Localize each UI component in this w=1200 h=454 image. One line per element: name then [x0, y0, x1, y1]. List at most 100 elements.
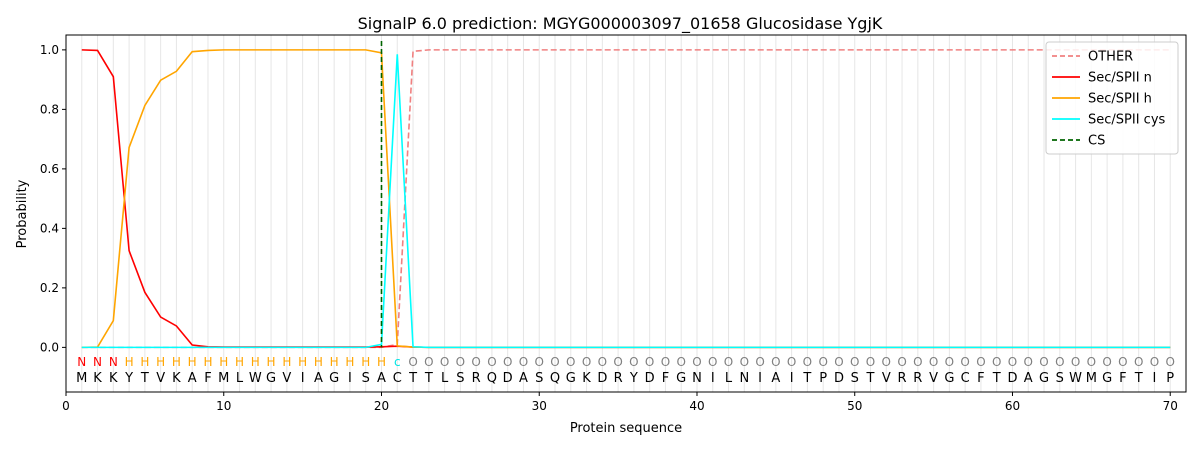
residue-label: I [348, 371, 352, 386]
region-label: N [109, 355, 118, 369]
region-label: H [298, 355, 307, 369]
residue-label: L [236, 371, 244, 386]
legend-label: Sec/SPII h [1088, 92, 1152, 107]
region-label: O [1134, 355, 1143, 369]
residue-label: G [566, 371, 576, 386]
x-tick-label: 70 [1163, 399, 1178, 413]
residue-label: G [1102, 371, 1112, 386]
region-label: O [708, 355, 717, 369]
region-label: O [629, 355, 638, 369]
region-label: O [645, 355, 654, 369]
residue-label: N [692, 371, 702, 386]
region-label: O [850, 355, 859, 369]
chart-title: SignalP 6.0 prediction: MGYG000003097_01… [358, 14, 883, 34]
region-label: O [1150, 355, 1159, 369]
legend-label: Sec/SPII cys [1088, 113, 1166, 128]
region-label: O [456, 355, 465, 369]
region-label: O [1165, 355, 1174, 369]
legend: OTHER Sec/SPII n Sec/SPII h Sec/SPII cys CS [1045, 41, 1179, 155]
residue-label: I [301, 371, 305, 386]
residue-label: P [819, 371, 827, 386]
region-label: O [613, 355, 622, 369]
x-tick-label: 10 [216, 399, 231, 413]
region-label: O [424, 355, 433, 369]
region-label: H [345, 355, 354, 369]
residue-label: S [535, 371, 543, 386]
x-tick-label: 60 [1005, 399, 1020, 413]
region-label: O [803, 355, 812, 369]
legend-label: OTHER [1088, 50, 1133, 65]
region-label: O [976, 355, 985, 369]
region-label: H [172, 355, 181, 369]
legend-label: CS [1088, 134, 1105, 149]
region-label: H [125, 355, 134, 369]
region-label: H [140, 355, 149, 369]
region-label: O [487, 355, 496, 369]
region-label: O [834, 355, 843, 369]
region-label: O [897, 355, 906, 369]
residue-label: F [1119, 371, 1126, 386]
x-tick-label: 50 [847, 399, 862, 413]
residue-label: D [597, 371, 607, 386]
residue-label: K [582, 371, 591, 386]
residue-label: W [249, 371, 262, 386]
region-label: H [267, 355, 276, 369]
region-label: O [740, 355, 749, 369]
x-tick-label: 0 [62, 399, 70, 413]
residue-label: G [1039, 371, 1049, 386]
residue-label: C [961, 371, 970, 386]
region-label: O [676, 355, 685, 369]
region-label: O [866, 355, 875, 369]
region-label: O [929, 355, 938, 369]
series-line [81, 49, 1171, 349]
region-label: O [960, 355, 969, 369]
residue-label: W [1069, 371, 1082, 386]
y-tick-label: 0.4 [40, 221, 59, 235]
residue-label: K [93, 371, 102, 386]
residue-label: A [377, 371, 386, 386]
residue-label: G [944, 371, 954, 386]
series-line [81, 49, 1171, 349]
residue-label: S [851, 371, 859, 386]
region-label: H [156, 355, 165, 369]
region-label: H [282, 355, 291, 369]
plot-frame [65, 34, 1187, 393]
residue-label: G [266, 371, 276, 386]
residue-label: I [790, 371, 794, 386]
region-label: O [471, 355, 480, 369]
region-label: O [787, 355, 796, 369]
x-tick-label: 30 [532, 399, 547, 413]
legend-label: Sec/SPII n [1088, 71, 1152, 86]
region-label: O [1055, 355, 1064, 369]
y-axis-label: Probability [15, 179, 30, 248]
residue-label: Y [124, 371, 133, 386]
region-label: N [93, 355, 102, 369]
residue-label: V [882, 371, 891, 386]
residue-label: M [76, 371, 87, 386]
residue-label: V [282, 371, 291, 386]
sequence-letters: NMNKNKHYHTHVHKHAHFHMHLHWHGHVHIHAHGHIHSHA… [76, 355, 1175, 386]
residue-label: F [977, 371, 984, 386]
region-label: O [818, 355, 827, 369]
region-label: O [503, 355, 512, 369]
residue-label: D [503, 371, 513, 386]
residue-label: V [929, 371, 938, 386]
residue-label: Q [550, 371, 560, 386]
series-line [81, 54, 1171, 349]
residue-label: K [109, 371, 118, 386]
residue-label: I [711, 371, 715, 386]
region-label: H [203, 355, 212, 369]
region-label: O [771, 355, 780, 369]
residue-label: T [866, 371, 875, 386]
region-label: O [535, 355, 544, 369]
residue-label: A [188, 371, 197, 386]
residue-label: C [393, 371, 402, 386]
series-line [81, 49, 1171, 349]
residue-label: M [218, 371, 229, 386]
residue-label: A [771, 371, 780, 386]
residue-label: A [314, 371, 323, 386]
residue-label: F [204, 371, 211, 386]
residue-label: K [172, 371, 181, 386]
region-label: H [188, 355, 197, 369]
